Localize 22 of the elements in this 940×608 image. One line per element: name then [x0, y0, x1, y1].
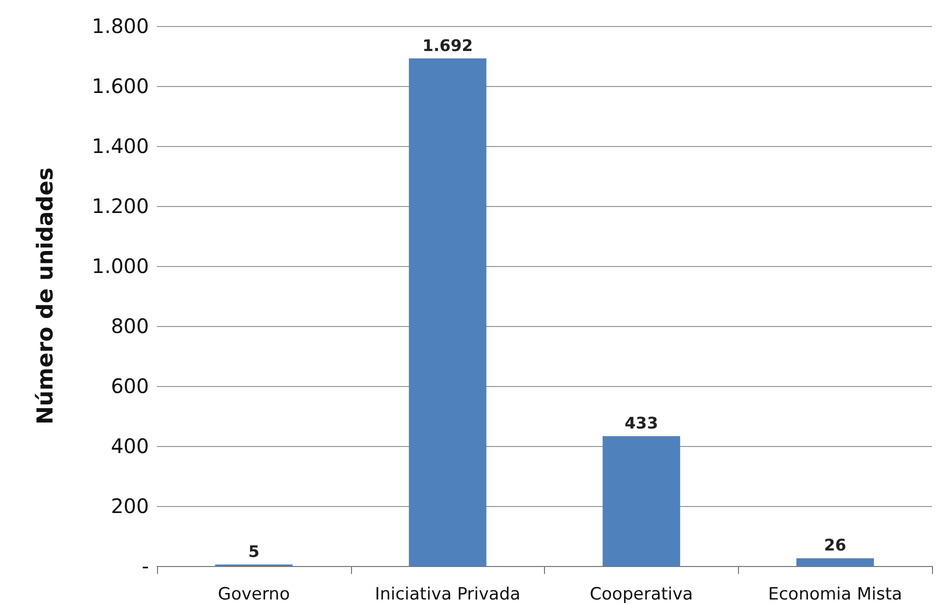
- data-label: 433: [624, 414, 658, 433]
- bar: [408, 58, 486, 566]
- data-label: 5: [248, 542, 260, 561]
- data-label: 1.692: [422, 36, 473, 55]
- y-tick-label: 1.000: [92, 254, 149, 278]
- x-tick-label: Cooperativa: [590, 584, 693, 604]
- y-tick-label: 400: [110, 434, 149, 458]
- x-tick-label: Iniciativa Privada: [374, 584, 520, 604]
- y-tick-label: 800: [110, 314, 149, 338]
- y-tick-label: 1.200: [92, 194, 149, 218]
- y-tick-label: 1.800: [92, 14, 149, 38]
- bar: [602, 436, 680, 566]
- y-axis-title: Número de unidades: [34, 167, 58, 425]
- y-tick-label: 600: [110, 374, 149, 398]
- y-tick-label: -: [142, 554, 149, 578]
- y-tick-label: 200: [110, 494, 149, 518]
- bar: [796, 558, 874, 566]
- x-tick-label: Governo: [218, 584, 290, 604]
- x-tick-label: Economia Mista: [768, 584, 902, 604]
- data-label: 26: [824, 536, 846, 555]
- y-tick-label: 1.600: [92, 74, 149, 98]
- y-tick-label: 1.400: [92, 134, 149, 158]
